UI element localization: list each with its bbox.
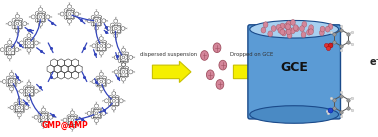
Ellipse shape [250,20,339,38]
Ellipse shape [301,32,306,38]
Ellipse shape [263,22,268,28]
Text: Dropped on GCE: Dropped on GCE [230,52,273,57]
Text: dispersed suspension: dispersed suspension [140,52,197,57]
Ellipse shape [320,26,325,32]
Ellipse shape [206,70,214,80]
Ellipse shape [219,60,227,70]
Ellipse shape [309,25,313,31]
Ellipse shape [201,51,208,60]
Ellipse shape [213,43,221,53]
Ellipse shape [286,29,291,35]
Ellipse shape [287,32,292,38]
Ellipse shape [308,29,313,35]
Ellipse shape [268,31,273,37]
Ellipse shape [325,26,330,32]
Ellipse shape [261,27,266,33]
Ellipse shape [281,30,286,36]
Ellipse shape [307,29,311,35]
Text: GMP@AMP: GMP@AMP [41,121,88,130]
FancyArrow shape [234,61,277,82]
Ellipse shape [285,24,290,30]
Ellipse shape [280,23,285,29]
Ellipse shape [294,26,299,32]
Ellipse shape [284,23,289,29]
Ellipse shape [287,26,291,32]
Ellipse shape [290,28,295,34]
Ellipse shape [293,25,298,31]
Ellipse shape [271,26,276,31]
Ellipse shape [286,21,291,27]
Ellipse shape [216,80,224,89]
FancyBboxPatch shape [248,25,341,119]
Ellipse shape [278,28,283,33]
Ellipse shape [328,24,333,30]
Ellipse shape [302,22,307,27]
Ellipse shape [291,20,295,25]
Text: GCE: GCE [280,61,308,74]
Ellipse shape [299,26,304,32]
Ellipse shape [319,30,324,36]
FancyArrow shape [152,61,191,82]
Ellipse shape [250,106,339,123]
Ellipse shape [308,27,313,33]
Ellipse shape [280,29,285,35]
Text: e⁻: e⁻ [369,57,378,67]
Ellipse shape [276,25,281,30]
